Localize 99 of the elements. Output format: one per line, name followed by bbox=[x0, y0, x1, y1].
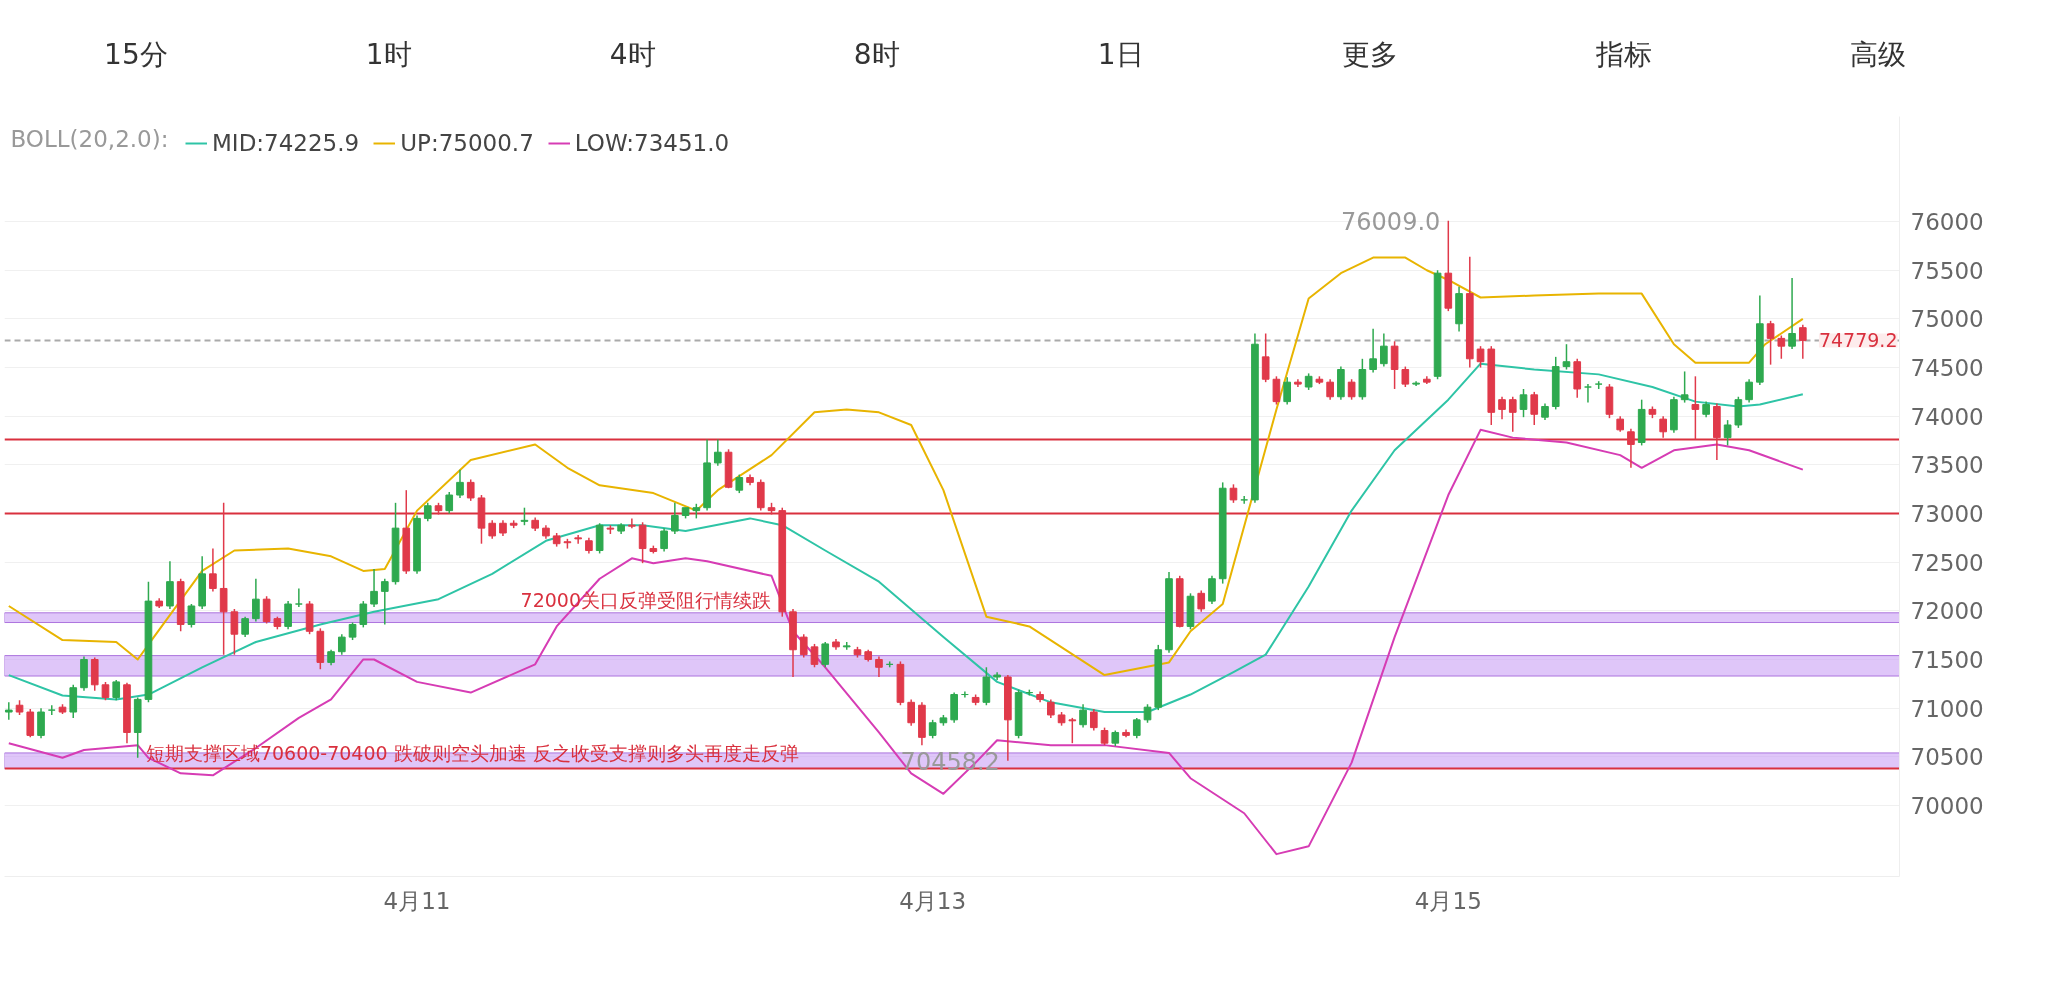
y-tick-label: 72500 bbox=[1910, 549, 1984, 576]
y-tick-label: 73000 bbox=[1910, 501, 1984, 528]
candlestick bbox=[810, 643, 819, 669]
candlestick bbox=[1476, 345, 1485, 369]
legend-label: LOW:73451.0 bbox=[574, 130, 730, 156]
candlestick bbox=[1777, 334, 1786, 360]
y-tick-label: 71500 bbox=[1910, 647, 1984, 673]
y-tick-label: 74500 bbox=[1910, 355, 1984, 382]
annotation: 76009.0 bbox=[1341, 207, 1441, 236]
text: 指标 bbox=[1595, 37, 1652, 73]
x-tick-label: 4月11 bbox=[383, 887, 451, 914]
legend-title: BOLL(20,2.0): bbox=[10, 125, 169, 152]
y-tick-label: 70500 bbox=[1910, 744, 1984, 771]
candlestick bbox=[907, 698, 916, 727]
text: 高级 bbox=[1849, 37, 1906, 73]
candlestick bbox=[713, 438, 722, 467]
candlestick bbox=[1197, 589, 1206, 613]
candlestick bbox=[112, 679, 121, 702]
candlestick bbox=[1788, 277, 1796, 350]
legend-label: UP:75000.7 bbox=[400, 130, 534, 156]
annotation: 72000关口反弹受阻行情续跌 bbox=[520, 588, 772, 611]
candlestick bbox=[660, 527, 668, 553]
candlestick bbox=[488, 519, 497, 540]
candlestick bbox=[101, 681, 110, 702]
text: 15分 bbox=[104, 37, 168, 73]
text: 8时 bbox=[853, 37, 900, 73]
candlestick bbox=[187, 603, 196, 629]
candlestick bbox=[1089, 708, 1098, 732]
candlestick bbox=[1519, 388, 1528, 418]
candlestick bbox=[1680, 370, 1689, 404]
candlestick bbox=[1079, 703, 1087, 729]
candlestick bbox=[1723, 419, 1732, 447]
candlestick bbox=[1745, 378, 1753, 404]
candlestick bbox=[628, 517, 636, 529]
candlestick bbox=[456, 468, 464, 499]
candlestick bbox=[423, 502, 432, 523]
candlestick bbox=[47, 704, 56, 716]
candlestick bbox=[284, 600, 292, 631]
candlestick bbox=[1766, 320, 1775, 366]
candlestick bbox=[735, 473, 744, 494]
y-tick-label: 73500 bbox=[1910, 452, 1984, 479]
x-tick-label: 4月13 bbox=[899, 887, 967, 914]
candlestick bbox=[1068, 717, 1077, 744]
candlestick bbox=[574, 534, 582, 545]
x-tick-label: 4月15 bbox=[1414, 887, 1482, 914]
candlestick bbox=[466, 478, 475, 502]
candlestick bbox=[1498, 396, 1506, 420]
candlestick bbox=[799, 633, 808, 659]
legend-label: MID:74225.9 bbox=[212, 130, 360, 156]
ref-line-label: 74779.2 bbox=[1818, 329, 1898, 352]
candlestick bbox=[1272, 375, 1281, 406]
candlestick bbox=[37, 707, 45, 740]
candlestick bbox=[445, 491, 454, 515]
candlestick bbox=[209, 547, 217, 593]
candlestick bbox=[241, 615, 249, 638]
candlestick bbox=[1229, 483, 1238, 504]
candlestick bbox=[1530, 391, 1539, 426]
candlestick bbox=[295, 587, 303, 608]
text: 1时 bbox=[365, 37, 412, 73]
candlestick bbox=[1798, 324, 1807, 360]
candlestick bbox=[671, 502, 679, 535]
candlestick bbox=[1369, 327, 1377, 374]
candlestick bbox=[1562, 343, 1571, 371]
candlestick bbox=[1584, 383, 1592, 404]
candlestick bbox=[252, 577, 260, 623]
candlestick bbox=[4, 701, 13, 721]
candlestick bbox=[380, 577, 389, 626]
candlestick bbox=[1326, 378, 1334, 401]
y-tick-label: 71000 bbox=[1910, 695, 1984, 722]
y-tick-label: 74000 bbox=[1910, 403, 1984, 430]
candlestick bbox=[26, 708, 35, 739]
candlestick bbox=[359, 600, 368, 629]
candlestick bbox=[1283, 376, 1291, 406]
candlestick bbox=[337, 633, 346, 656]
candlestick bbox=[1261, 332, 1270, 383]
candlestick bbox=[230, 608, 239, 656]
y-tick-label: 72000 bbox=[1910, 598, 1984, 625]
candlestick bbox=[1240, 495, 1249, 505]
candlestick bbox=[1347, 378, 1356, 401]
candlestick bbox=[928, 719, 937, 740]
candlestick bbox=[370, 568, 378, 608]
candlestick bbox=[262, 595, 271, 625]
candlestick bbox=[1132, 717, 1141, 740]
candlestick bbox=[1208, 575, 1216, 605]
text: 1日 bbox=[1097, 37, 1144, 73]
text: 4时 bbox=[609, 37, 656, 73]
text: 更多 bbox=[1341, 37, 1398, 73]
y-tick-label: 75500 bbox=[1910, 257, 1984, 284]
y-tick-label: 75000 bbox=[1910, 306, 1984, 333]
candlestick bbox=[875, 655, 883, 678]
candlestick bbox=[1390, 340, 1399, 390]
candlestick bbox=[1401, 365, 1410, 388]
y-tick-label: 70000 bbox=[1910, 792, 1984, 819]
candlestick bbox=[821, 641, 830, 669]
candlestick bbox=[1508, 396, 1517, 433]
y-tick-label: 76000 bbox=[1910, 209, 1984, 236]
candlestick bbox=[1380, 332, 1388, 368]
candlestick bbox=[638, 521, 647, 564]
candlestick bbox=[1047, 698, 1055, 719]
